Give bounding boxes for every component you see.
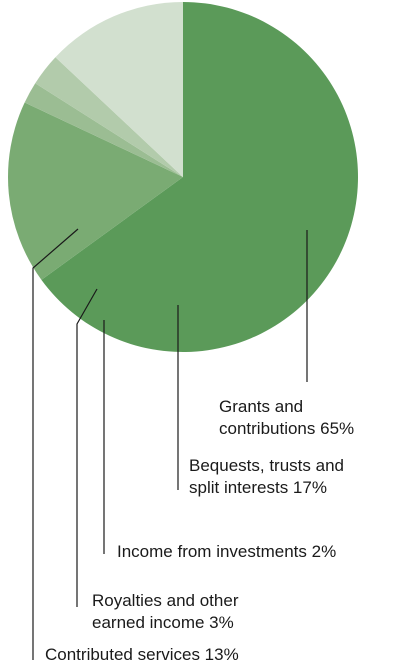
slice-label-line: contributions 65% [219, 419, 354, 438]
slice-label-investments: Income from investments 2% [117, 542, 336, 561]
slice-label-line: Bequests, trusts and [189, 456, 344, 475]
leader-line-contributed [32, 228, 79, 660]
pie-slice-investments [24, 83, 183, 177]
pie-slice-royalties [35, 57, 183, 178]
slice-label-contributed: Contributed services 13% [45, 645, 239, 664]
pie-slice-contributed [55, 1, 183, 177]
slice-label-line: Royalties and other [92, 591, 239, 610]
slice-label-grants: Grants and contributions 65% [219, 397, 354, 438]
slice-label-bequests: Bequests, trusts and split interests 17% [189, 456, 344, 497]
pie-slice-bequests [8, 102, 184, 280]
pie-slices [8, 1, 358, 352]
slice-label-line: Grants and [219, 397, 303, 416]
slice-label-royalties: Royalties and other earned income 3% [92, 591, 239, 632]
leader-lines [32, 228, 308, 660]
slice-labels: Grants and contributions 65% Bequests, tru… [45, 397, 354, 664]
slice-label-line: split interests 17% [189, 478, 327, 497]
slice-label-line: earned income 3% [92, 613, 234, 632]
leader-line-royalties [76, 288, 98, 607]
slice-label-line: Contributed services 13% [45, 645, 239, 664]
slice-label-line: Income from investments 2% [117, 542, 336, 561]
pie-slice-grants [41, 2, 358, 352]
